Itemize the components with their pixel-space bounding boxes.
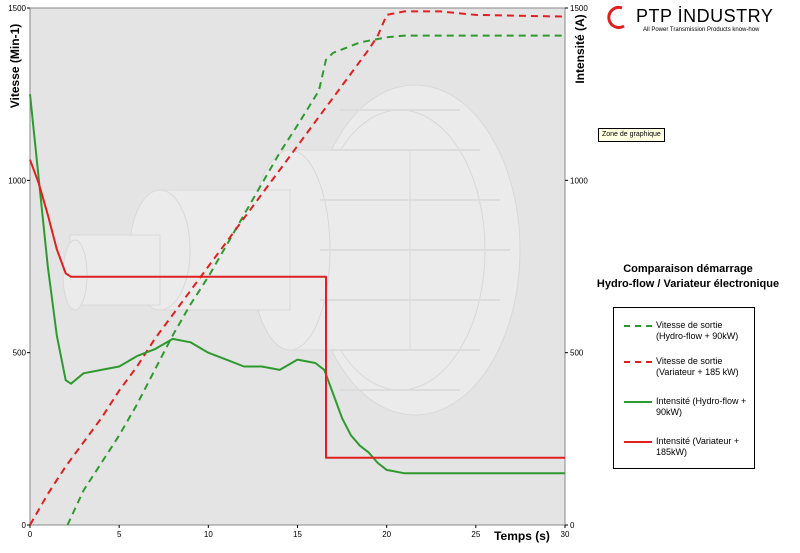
series-line-4[interactable] (29, 159, 565, 459)
x-tick-label: 10 (204, 530, 213, 539)
y-left-tick-label: 1500 (8, 4, 26, 13)
legend-title-line2: Hydro-flow / Variateur électronique (596, 278, 780, 290)
chart-area-tooltip: Zone de graphique (598, 128, 665, 142)
x-tick-label: 0 (28, 530, 33, 539)
y-left-tick-label: 0 (22, 521, 27, 530)
legend-label: Vitesse de sortie (Hydro-flow + 90kW) (656, 320, 739, 341)
series-line-1[interactable] (66, 34, 566, 526)
legend-swatch-red-dashed (624, 361, 652, 363)
legend-swatch-green-solid (624, 401, 652, 403)
x-axis-title: Temps (s) (494, 529, 550, 543)
x-tick-label: 5 (117, 530, 122, 539)
x-tick-label: 20 (382, 530, 391, 539)
legend[interactable]: Vitesse de sortie (Hydro-flow + 90kW) Vi… (613, 307, 755, 469)
legend-title-line1: Comparaison démarrage (623, 263, 753, 275)
series-line-2[interactable] (29, 10, 566, 526)
legend-label: Intensité (Hydro-flow + 90kW) (656, 396, 747, 417)
x-tick-label: 30 (561, 530, 570, 539)
legend-swatch-red-solid (624, 441, 652, 443)
y-left-tick-label: 1000 (8, 176, 26, 185)
legend-title: Comparaison démarrage Hydro-flow / Varia… (578, 262, 798, 292)
x-tick-label: 15 (293, 530, 302, 539)
y-right-tick-label: 1000 (570, 176, 588, 185)
y-right-tick-label: 1500 (570, 4, 588, 13)
y-axis-left-title: Vitesse (Min-1) (8, 24, 22, 108)
y-left-tick-label: 500 (13, 349, 27, 358)
x-tick-label: 25 (471, 530, 480, 539)
y-right-tick-label: 0 (570, 521, 575, 530)
ptp-logo: PTP İNDUSTRY All Power Transmission Prod… (607, 5, 773, 33)
legend-label: Intensité (Variateur + 185kW) (656, 436, 740, 457)
series-line-3[interactable] (29, 94, 565, 475)
coupling-illustration (62, 84, 521, 416)
logo-tagline: All Power Transmission Products know-how (643, 27, 760, 33)
legend-swatch-green-dashed (624, 325, 652, 327)
logo-swoosh-icon (607, 5, 625, 29)
logo-name: PTP İNDUSTRY (636, 6, 773, 26)
legend-label: Vitesse de sortie (Variateur + 185 kW) (656, 356, 739, 377)
y-axis-right-title: Intensité (A) (573, 14, 587, 83)
y-right-tick-label: 500 (570, 349, 584, 358)
